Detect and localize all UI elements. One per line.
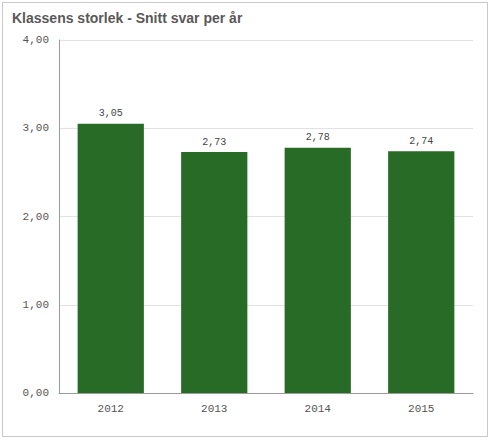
svg-text:1,00: 1,00 <box>23 299 49 311</box>
svg-text:2012: 2012 <box>98 403 124 415</box>
svg-text:Klassens storlek - Snitt svar: Klassens storlek - Snitt svar per år <box>12 10 243 26</box>
svg-text:0,00: 0,00 <box>23 387 49 399</box>
svg-text:2013: 2013 <box>201 403 227 415</box>
svg-text:2014: 2014 <box>305 403 332 415</box>
svg-text:2,00: 2,00 <box>23 211 49 223</box>
svg-text:4,00: 4,00 <box>23 34 49 46</box>
svg-text:3,05: 3,05 <box>99 108 123 119</box>
svg-text:2,74: 2,74 <box>409 136 433 147</box>
svg-text:2,73: 2,73 <box>202 137 226 148</box>
svg-text:3,00: 3,00 <box>23 122 49 134</box>
svg-text:2015: 2015 <box>408 403 434 415</box>
svg-text:2,78: 2,78 <box>306 132 330 143</box>
